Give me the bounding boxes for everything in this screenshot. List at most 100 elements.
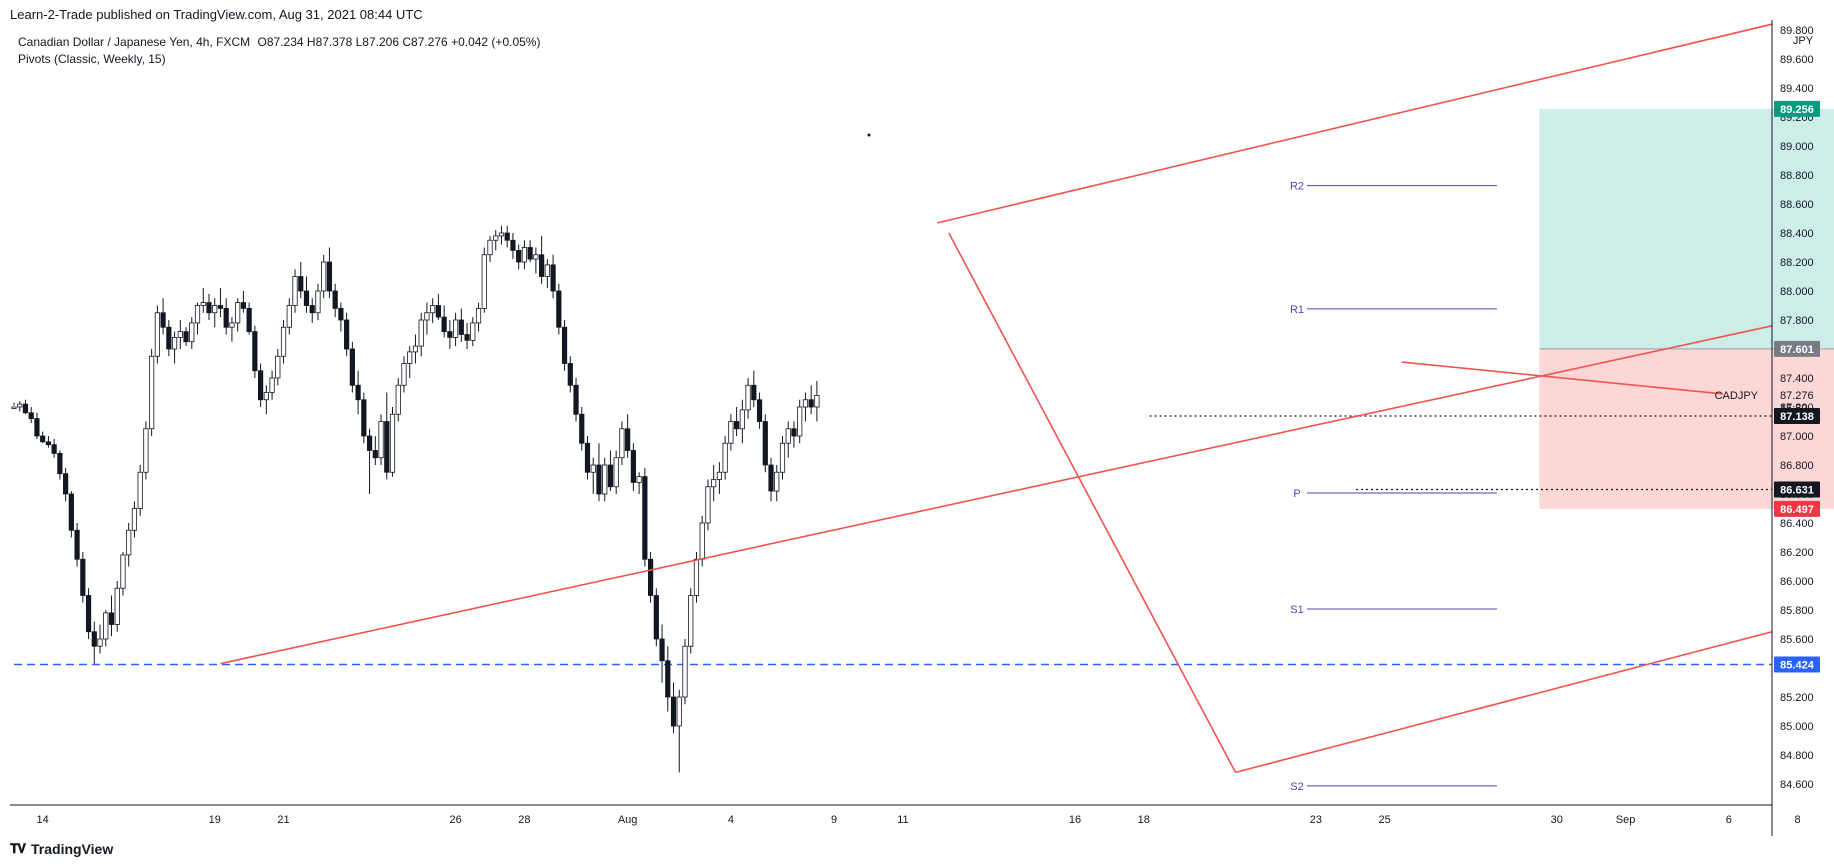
candle xyxy=(91,621,97,664)
candle-body xyxy=(808,399,814,408)
countdown-label: 15:52 xyxy=(1780,403,1808,415)
high-label: H xyxy=(306,35,316,49)
candle-body xyxy=(424,312,430,321)
candle-body xyxy=(487,239,493,256)
candle xyxy=(734,407,740,436)
candle-body xyxy=(711,479,717,488)
candle-body xyxy=(579,413,585,444)
candle xyxy=(647,552,654,603)
candle-body xyxy=(338,307,344,321)
candle xyxy=(619,421,625,465)
candle-body xyxy=(418,319,424,347)
pivot-label-p: P xyxy=(1293,488,1300,500)
candle xyxy=(653,588,659,647)
candle xyxy=(206,293,212,320)
candle-body xyxy=(430,305,436,314)
candle-body xyxy=(734,421,740,430)
candle-body xyxy=(34,418,40,437)
candle-body xyxy=(739,409,745,430)
candle-body xyxy=(344,319,350,350)
x-tick-label: 8 xyxy=(1795,814,1801,826)
candle xyxy=(452,312,459,347)
candle xyxy=(366,428,373,494)
candle-body xyxy=(481,254,487,309)
price-badge-bg xyxy=(1774,100,1820,117)
candle xyxy=(774,465,780,502)
candle-body xyxy=(183,331,189,343)
candle xyxy=(510,233,516,260)
candle-body xyxy=(630,450,636,483)
pivot-label-s1: S1 xyxy=(1290,604,1303,616)
candle xyxy=(688,588,694,654)
candle-body xyxy=(470,322,476,341)
candle xyxy=(779,436,786,480)
y-tick-label: 85.000 xyxy=(1780,721,1814,733)
indicator-legend[interactable]: Pivots (Classic, Weekly, 15) xyxy=(18,52,166,66)
candle-body xyxy=(166,326,172,350)
candle xyxy=(240,291,246,313)
candle xyxy=(613,450,619,494)
candle-body xyxy=(693,558,700,596)
candle xyxy=(544,259,550,289)
candle xyxy=(235,298,241,332)
price-badge-bg xyxy=(1774,340,1820,357)
price-badge-bg xyxy=(1774,500,1820,517)
y-tick-label: 84.600 xyxy=(1780,779,1814,791)
candle-body xyxy=(378,421,384,459)
price-badge: 87.601 xyxy=(1774,340,1820,357)
candle-body xyxy=(57,452,63,475)
candle xyxy=(481,247,487,313)
candle xyxy=(85,588,92,639)
candle xyxy=(642,467,648,567)
candle-body xyxy=(315,290,321,314)
candle xyxy=(200,288,206,313)
candle-body xyxy=(544,264,550,277)
candle-body xyxy=(756,399,763,422)
candle xyxy=(149,349,155,436)
candle xyxy=(682,639,688,705)
candle-body xyxy=(149,355,155,430)
candle xyxy=(194,302,201,335)
candle-body xyxy=(498,232,505,237)
candle-body xyxy=(372,450,378,459)
x-tick-label: 23 xyxy=(1310,814,1322,826)
candle xyxy=(22,399,29,415)
price-badge: 86.497 xyxy=(1774,500,1820,517)
candle-body xyxy=(785,428,791,444)
candle-body xyxy=(561,326,568,364)
candle-body xyxy=(189,322,195,343)
candle-body xyxy=(212,305,218,314)
y-tick-label: 89.400 xyxy=(1780,83,1814,95)
tradingview-logo[interactable]: 𝐓𝐕 TradingView xyxy=(10,841,113,857)
candle xyxy=(372,436,378,465)
candle-body xyxy=(74,529,80,560)
candle xyxy=(137,465,143,516)
candle xyxy=(286,298,292,335)
candle xyxy=(424,302,430,335)
candle-body xyxy=(762,421,768,466)
price-badge-text: 86.631 xyxy=(1780,485,1814,497)
candle xyxy=(166,320,172,357)
candle xyxy=(246,302,252,335)
candle xyxy=(74,523,80,567)
candle xyxy=(412,334,419,364)
candle-body xyxy=(607,464,614,488)
pivot-levels: R2 R1 P S1 S2 xyxy=(1290,181,1497,793)
price-badge-text: 87.138 xyxy=(1780,411,1814,423)
price-badge-text: 85.424 xyxy=(1780,660,1815,672)
x-tick-label: 21 xyxy=(277,814,289,826)
candle xyxy=(315,283,321,320)
price-badges: 89.256 87.601 87.138 86.631 86.497 85.424 xyxy=(1774,100,1820,673)
candle xyxy=(716,462,723,494)
candle-body xyxy=(550,264,556,292)
candle-body xyxy=(126,529,132,556)
candle-body xyxy=(309,305,315,314)
candle-body xyxy=(366,435,373,451)
candle-body xyxy=(206,302,212,314)
candle-body xyxy=(539,254,545,277)
candle xyxy=(154,305,160,364)
candle-body xyxy=(521,247,528,263)
candle xyxy=(28,407,34,423)
candle xyxy=(567,356,573,393)
